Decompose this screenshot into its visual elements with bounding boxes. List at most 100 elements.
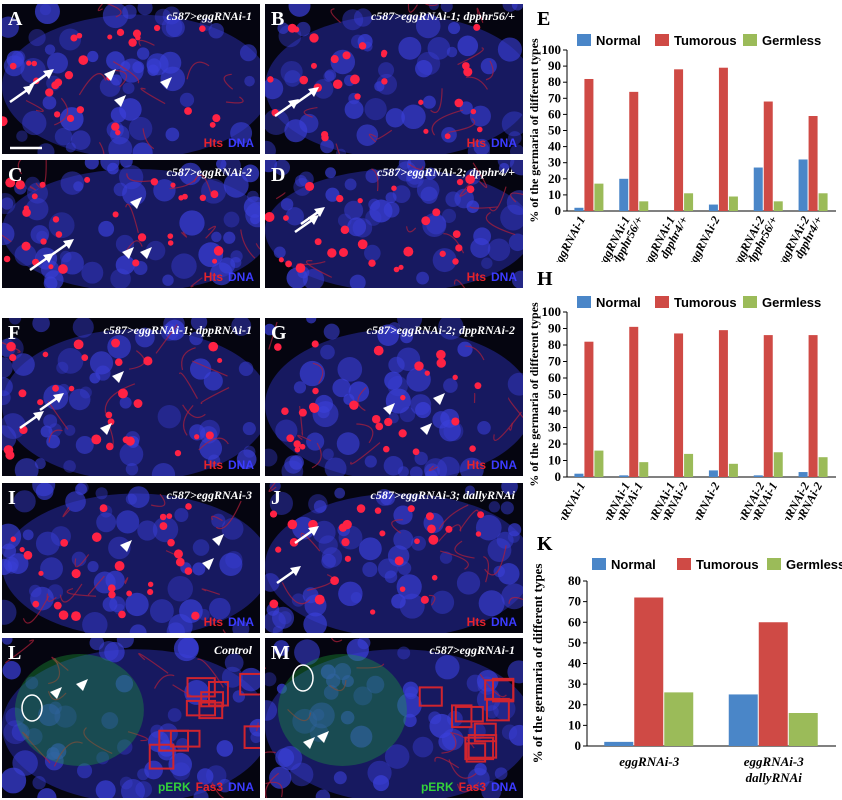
arrowhead-marker xyxy=(433,393,445,405)
bar-normal xyxy=(753,167,763,211)
stain-legend: Hts DNA xyxy=(462,136,517,150)
bar-normal xyxy=(619,178,629,211)
bar-tumorous xyxy=(758,622,788,746)
bar-germless xyxy=(773,452,783,477)
bar-germless xyxy=(684,193,694,211)
bar-chart-E: % of the germaria of different types 0102… xyxy=(527,33,836,262)
bar-normal xyxy=(708,204,718,211)
bar-germless xyxy=(818,193,828,211)
panel-label: A xyxy=(8,8,23,30)
micrograph-image xyxy=(265,318,523,476)
arrow-marker xyxy=(294,526,319,545)
panel-label: L xyxy=(8,642,22,664)
bar-germless xyxy=(639,201,649,211)
y-tick-label: 0 xyxy=(575,738,582,753)
genotype-title: c587>eggRNAi-1; dpphr56/+ xyxy=(370,9,515,23)
stain-label-fas3: Fas3 xyxy=(458,780,486,794)
arrowhead-marker xyxy=(114,95,126,107)
genotype-title: c587>eggRNAi-1 xyxy=(166,9,253,23)
y-axis-label: % of the germaria of different types xyxy=(527,302,541,487)
panel-label: D xyxy=(271,164,286,186)
legend-label: Germless xyxy=(762,295,821,310)
arrowhead-marker xyxy=(202,558,214,570)
bar-germless xyxy=(728,463,738,477)
stain-legend: Hts DNA xyxy=(462,270,517,284)
legend-swatch xyxy=(655,296,669,308)
y-tick-label: 50 xyxy=(568,635,581,650)
y-tick-label: 30 xyxy=(568,676,581,691)
y-tick-label: 50 xyxy=(548,123,561,138)
panel-label: M xyxy=(271,642,290,664)
stain-legend: Hts DNA xyxy=(199,458,254,472)
micrograph-image xyxy=(265,483,523,633)
legend-swatch xyxy=(577,296,591,308)
arrowhead-marker xyxy=(104,69,116,81)
x-tick-label: eggRNAi-3 xyxy=(619,754,679,769)
bar-germless xyxy=(728,196,738,211)
legend-label: Tumorous xyxy=(674,33,737,48)
panel-label-K: K xyxy=(537,533,553,555)
legend-swatch xyxy=(655,34,669,46)
arrowhead-marker xyxy=(120,540,132,552)
legend-swatch xyxy=(577,34,591,46)
y-tick-label: 90 xyxy=(548,58,561,73)
arrowhead-marker xyxy=(140,247,152,259)
legend-swatch xyxy=(767,558,781,570)
stain-label-hts: Hts xyxy=(466,458,486,472)
arrow-marker xyxy=(29,69,54,88)
legend-label: Tumorous xyxy=(674,295,737,310)
bar-tumorous xyxy=(674,333,684,477)
legend-label: Normal xyxy=(596,33,641,48)
stain-label-perk: pERK xyxy=(157,780,191,794)
legend-swatch xyxy=(677,558,691,570)
stain-label-hts: Hts xyxy=(203,270,223,284)
genotype-title: c587>eggRNAi-3; dallyRNAi xyxy=(370,488,516,502)
bar-normal xyxy=(708,470,718,477)
x-tick-label: dallyRNAi xyxy=(746,770,803,785)
stain-label-dna: DNA xyxy=(228,270,254,284)
bar-tumorous xyxy=(634,597,664,746)
stain-legend: Hts DNA xyxy=(199,270,254,284)
y-tick-label: 100 xyxy=(542,42,562,57)
y-tick-label: 10 xyxy=(568,717,581,732)
micrograph-image xyxy=(265,4,523,154)
stain-legend: Hts DNA xyxy=(462,458,517,472)
stain-legend: Hts DNA xyxy=(462,615,517,629)
genotype-title: c587>eggRNAi-2 xyxy=(166,165,253,179)
bar-normal xyxy=(574,473,584,477)
y-tick-label: 100 xyxy=(542,304,562,319)
stain-label-perk: pERK xyxy=(420,780,454,794)
stain-label-dna: DNA xyxy=(228,615,254,629)
stain-label-dna: DNA xyxy=(228,780,254,794)
bar-normal xyxy=(753,475,763,477)
y-tick-label: 10 xyxy=(548,187,561,202)
y-tick-label: 50 xyxy=(548,387,561,402)
stain-label-dna: DNA xyxy=(491,780,517,794)
panel-label-H: H xyxy=(537,268,553,290)
bar-normal xyxy=(798,472,808,477)
x-tick-label: eggRNAi-2 xyxy=(684,480,722,520)
legend-label: Tumorous xyxy=(696,557,759,572)
arrow-marker xyxy=(49,239,74,258)
micrograph-image xyxy=(2,483,260,633)
stain-label-hts: Hts xyxy=(203,136,223,150)
bar-germless xyxy=(773,201,783,211)
bar-germless xyxy=(594,450,604,477)
y-axis-label: % of the germaria of different types xyxy=(530,564,545,764)
arrowhead-marker xyxy=(112,371,124,383)
y-tick-label: 10 xyxy=(548,453,561,468)
stain-label-dna: DNA xyxy=(491,458,517,472)
bar-germless xyxy=(818,457,828,477)
stain-label-dna: DNA xyxy=(228,136,254,150)
legend-swatch xyxy=(592,558,606,570)
stain-label-hts: Hts xyxy=(466,136,486,150)
axis-lines xyxy=(566,50,836,212)
micrograph-image xyxy=(2,638,260,798)
y-tick-label: 70 xyxy=(568,594,581,609)
stain-label-hts: Hts xyxy=(203,458,223,472)
